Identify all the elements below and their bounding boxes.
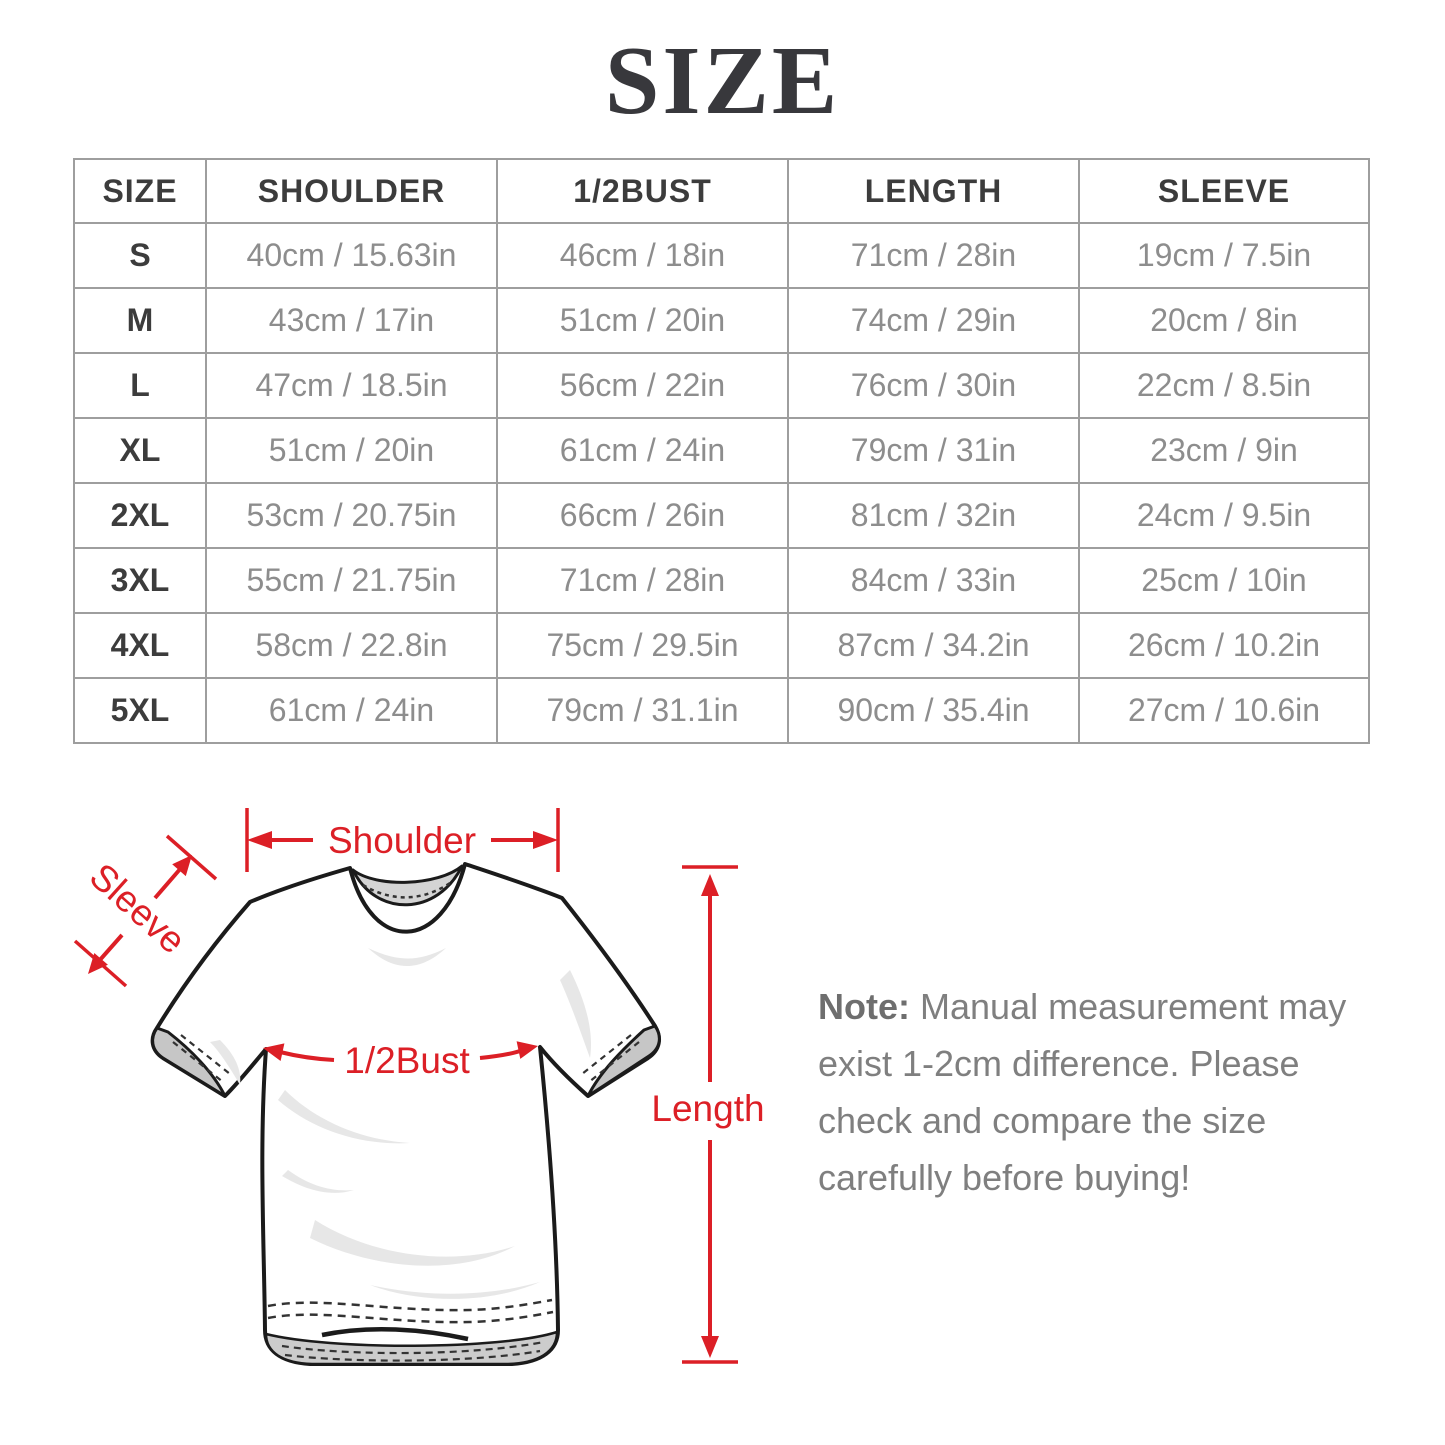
cell-size: 2XL [73,482,207,549]
cell-length: 81cm / 32in [787,482,1080,549]
page-title: SIZE [604,27,841,135]
hem [264,1298,559,1366]
cell-sleeve: 25cm / 10in [1078,547,1370,614]
bust-annotation: 1/2Bust [263,1040,538,1081]
cell-sleeve: 24cm / 9.5in [1078,482,1370,549]
length-annotation: Length [651,865,765,1364]
table-row: 5XL 61cm / 24in 79cm / 31.1in 90cm / 35.… [73,677,1370,744]
header-size: SIZE [73,158,207,224]
cell-size: XL [73,417,207,484]
table-row: 2XL 53cm / 20.75in 66cm / 26in 81cm / 32… [73,482,1370,549]
cell-bust: 71cm / 28in [496,547,789,614]
cell-sleeve: 26cm / 10.2in [1078,612,1370,679]
cell-bust: 66cm / 26in [496,482,789,549]
table-row: L 47cm / 18.5in 56cm / 22in 76cm / 30in … [73,352,1370,419]
table-row: M 43cm / 17in 51cm / 20in 74cm / 29in 20… [73,287,1370,354]
cell-length: 71cm / 28in [787,222,1080,289]
cell-sleeve: 22cm / 8.5in [1078,352,1370,419]
cell-shoulder: 58cm / 22.8in [205,612,498,679]
right-sleeve-cuff [581,1024,661,1098]
cell-sleeve: 23cm / 9in [1078,417,1370,484]
cell-shoulder: 47cm / 18.5in [205,352,498,419]
cell-size: S [73,222,207,289]
cell-sleeve: 27cm / 10.6in [1078,677,1370,744]
cell-size: 4XL [73,612,207,679]
sleeve-annotation: Sleeve [73,834,218,988]
cell-shoulder: 43cm / 17in [205,287,498,354]
cell-length: 90cm / 35.4in [787,677,1080,744]
cell-shoulder: 61cm / 24in [205,677,498,744]
cell-bust: 61cm / 24in [496,417,789,484]
cell-size: M [73,287,207,354]
table-row: S 40cm / 15.63in 46cm / 18in 71cm / 28in… [73,222,1370,289]
size-table: SIZE SHOULDER 1/2BUST LENGTH SLEEVE S 40… [73,158,1370,744]
header-sleeve: SLEEVE [1078,158,1370,224]
cell-length: 74cm / 29in [787,287,1080,354]
table-row: 3XL 55cm / 21.75in 71cm / 28in 84cm / 33… [73,547,1370,614]
cell-shoulder: 55cm / 21.75in [205,547,498,614]
cell-sleeve: 20cm / 8in [1078,287,1370,354]
cell-length: 87cm / 34.2in [787,612,1080,679]
collar [351,864,464,907]
table-header-row: SIZE SHOULDER 1/2BUST LENGTH SLEEVE [73,158,1370,224]
header-bust: 1/2BUST [496,158,789,224]
table-row: 4XL 58cm / 22.8in 75cm / 29.5in 87cm / 3… [73,612,1370,679]
cell-sleeve: 19cm / 7.5in [1078,222,1370,289]
left-sleeve-cuff [151,1026,231,1098]
note-label: Note: [818,986,910,1027]
tshirt-measurement-diagram: Shoulder Sleeve 1/2Bust Length [73,808,765,1366]
shoulder-label: Shoulder [328,820,476,861]
cell-size: L [73,352,207,419]
cell-bust: 51cm / 20in [496,287,789,354]
bust-label: 1/2Bust [344,1040,470,1081]
cell-length: 76cm / 30in [787,352,1080,419]
cell-shoulder: 51cm / 20in [205,417,498,484]
header-length: LENGTH [787,158,1080,224]
note-body: Manual measurement may exist 1-2cm diffe… [818,986,1347,1198]
cell-length: 79cm / 31in [787,417,1080,484]
cell-bust: 75cm / 29.5in [496,612,789,679]
cell-bust: 46cm / 18in [496,222,789,289]
header-shoulder: SHOULDER [205,158,498,224]
cell-length: 84cm / 33in [787,547,1080,614]
cell-shoulder: 53cm / 20.75in [205,482,498,549]
fabric-wrinkles [210,948,592,1299]
cell-bust: 79cm / 31.1in [496,677,789,744]
tshirt-outline [150,862,662,1366]
table-row: XL 51cm / 20in 61cm / 24in 79cm / 31in 2… [73,417,1370,484]
cell-size: 5XL [73,677,207,744]
shoulder-annotation: Shoulder [245,808,560,872]
note-text: Note: Manual measurement may exist 1-2cm… [818,978,1358,1206]
cell-bust: 56cm / 22in [496,352,789,419]
cell-size: 3XL [73,547,207,614]
cell-shoulder: 40cm / 15.63in [205,222,498,289]
length-label: Length [651,1088,764,1129]
